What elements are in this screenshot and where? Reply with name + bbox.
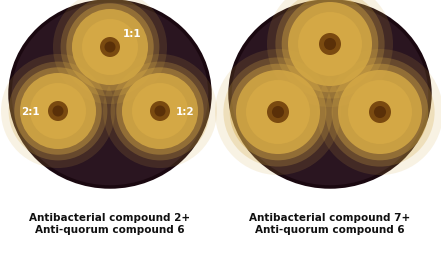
Text: Antibacterial compound 2+
Anti-quorum compound 6: Antibacterial compound 2+ Anti-quorum co… — [30, 212, 191, 234]
Circle shape — [52, 106, 64, 117]
Circle shape — [111, 62, 209, 161]
Circle shape — [324, 39, 336, 51]
Circle shape — [100, 38, 120, 58]
Circle shape — [298, 13, 362, 77]
Circle shape — [116, 68, 204, 155]
Circle shape — [72, 10, 148, 86]
Circle shape — [374, 106, 386, 119]
Circle shape — [82, 20, 138, 76]
Circle shape — [230, 65, 326, 161]
Circle shape — [150, 102, 170, 121]
Circle shape — [103, 55, 217, 168]
Circle shape — [275, 0, 385, 99]
Circle shape — [14, 68, 102, 155]
Ellipse shape — [10, 2, 210, 187]
Text: Antibacterial compound 7+
Anti-quorum compound 6: Antibacterial compound 7+ Anti-quorum co… — [249, 212, 411, 234]
Circle shape — [319, 34, 341, 56]
Circle shape — [282, 0, 378, 93]
Circle shape — [53, 0, 167, 105]
Circle shape — [1, 55, 115, 168]
Circle shape — [9, 62, 108, 161]
Circle shape — [60, 0, 159, 97]
Circle shape — [332, 65, 428, 161]
Circle shape — [288, 3, 372, 87]
Circle shape — [317, 50, 441, 175]
Circle shape — [20, 74, 96, 149]
Circle shape — [48, 102, 68, 121]
Circle shape — [215, 50, 341, 175]
Circle shape — [267, 102, 289, 123]
Circle shape — [132, 84, 188, 139]
Text: 2:1: 2:1 — [21, 107, 39, 117]
Circle shape — [122, 74, 198, 149]
Circle shape — [267, 0, 393, 108]
Circle shape — [154, 106, 165, 117]
Circle shape — [272, 106, 284, 119]
Circle shape — [325, 58, 434, 167]
Circle shape — [30, 84, 86, 139]
Circle shape — [369, 102, 391, 123]
Circle shape — [348, 81, 412, 145]
Text: 1:2: 1:2 — [176, 107, 194, 117]
Circle shape — [224, 58, 333, 167]
Circle shape — [236, 71, 320, 154]
Circle shape — [105, 42, 116, 53]
Circle shape — [338, 71, 422, 154]
Circle shape — [246, 81, 310, 145]
Circle shape — [66, 4, 154, 91]
Ellipse shape — [230, 2, 430, 187]
Text: 1:1: 1:1 — [123, 29, 141, 39]
